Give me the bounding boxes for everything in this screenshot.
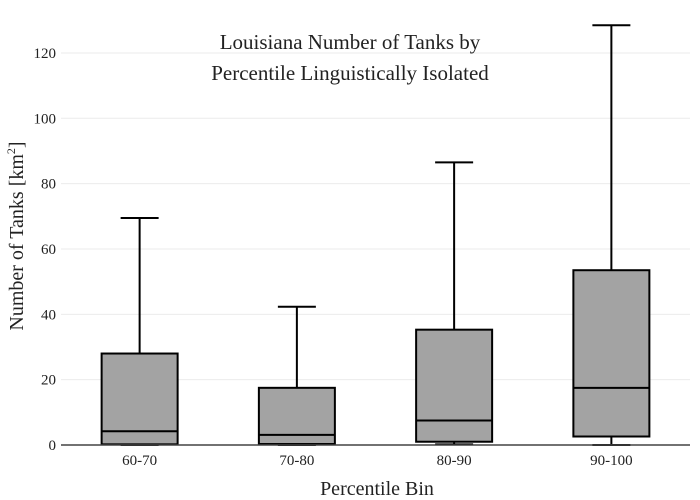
y-axis-title-sup: 2	[4, 148, 18, 154]
y-tick-label: 40	[41, 307, 56, 323]
iqr-box	[100, 352, 179, 446]
y-axis-title-close: ]	[6, 141, 28, 148]
chart-title-line-2: Percentile Linguistically Isolated	[211, 61, 489, 85]
x-tick-label: 70-80	[279, 453, 314, 469]
iqr-box	[415, 328, 494, 443]
box-60-70	[100, 216, 179, 446]
y-axis-ticks: 0 20 40 60 80 100 120	[34, 46, 57, 454]
x-tick-label: 90-100	[590, 453, 633, 469]
box-series	[100, 24, 651, 446]
box-90-100	[572, 24, 651, 446]
y-tick-label: 20	[41, 373, 56, 389]
box-70-80	[257, 305, 336, 446]
y-axis-title: Number of Tanks [km2]	[4, 141, 28, 330]
x-tick-label: 60-70	[122, 453, 157, 469]
y-tick-label: 0	[49, 438, 57, 454]
x-axis-title: Percentile Bin	[320, 478, 434, 500]
y-axis-title-main: Number of Tanks [km	[6, 154, 28, 331]
iqr-box	[572, 269, 651, 438]
x-tick-label: 80-90	[437, 453, 472, 469]
x-axis-ticks: 60-70 70-80 80-90 90-100	[122, 453, 633, 469]
box-80-90	[415, 161, 494, 446]
y-tick-label: 80	[41, 177, 56, 193]
y-tick-label: 100	[34, 111, 57, 127]
chart-title-line-1: Louisiana Number of Tanks by	[220, 30, 481, 54]
y-tick-label: 120	[34, 46, 57, 62]
y-tick-label: 60	[41, 242, 56, 258]
